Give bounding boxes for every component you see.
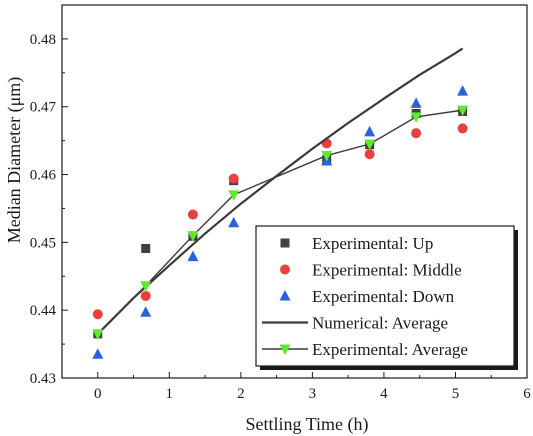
legend-item: Experimental: Average (262, 340, 468, 359)
y-axis: 0.43 0.44 0.45 0.46 0.47 0.48 (30, 32, 68, 387)
legend-item: Numerical: Average (262, 314, 448, 333)
legend-item: Experimental: Down (279, 287, 455, 306)
x-tick-label: 0 (94, 386, 102, 402)
legend-label: Experimental: Average (312, 340, 468, 359)
data-point (410, 97, 422, 108)
legend-marker (279, 290, 291, 301)
data-point (321, 151, 333, 162)
legend-box (255, 225, 515, 367)
plot-frame (61, 4, 528, 379)
x-tick-label: 2 (237, 386, 245, 402)
series-4 (92, 105, 469, 340)
x-tick-label: 5 (452, 386, 460, 402)
y-axis-label: Median Diameter (μm) (4, 77, 25, 244)
x-tick-label: 1 (166, 386, 174, 402)
data-point (364, 149, 375, 160)
x-axis: 0 1 2 3 4 5 6 (94, 372, 531, 402)
data-point (187, 250, 199, 262)
y-tick-label: 0.43 (30, 371, 56, 387)
legend-label: Experimental: Middle (312, 261, 462, 280)
legend-label: Numerical: Average (312, 314, 448, 333)
x-tick-label: 6 (523, 386, 531, 402)
y-tick-label: 0.46 (30, 168, 57, 184)
legend: Experimental: Up Experimental: Middle Expe… (255, 225, 518, 370)
legend-marker (279, 344, 291, 355)
data-point (457, 123, 468, 134)
y-tick-label: 0.47 (30, 100, 57, 116)
data-point (410, 112, 422, 123)
data-point (140, 281, 152, 292)
data-point (140, 290, 151, 301)
y-tick-label: 0.48 (30, 32, 56, 48)
plot-area (61, 4, 528, 379)
legend-marker (280, 238, 290, 248)
data-point (411, 128, 422, 139)
data-point (364, 125, 376, 137)
x-axis-label: Settling Time (h) (245, 414, 368, 435)
series-layer (92, 47, 469, 359)
data-point (187, 209, 198, 220)
series-3 (96, 47, 464, 335)
legend-label: Experimental: Up (312, 234, 433, 253)
y-tick-label: 0.44 (30, 303, 57, 319)
series-line (97, 109, 463, 335)
data-point (228, 216, 240, 228)
series-line (96, 47, 464, 335)
x-tick-label: 4 (380, 386, 388, 402)
x-tick-label: 3 (309, 386, 317, 402)
data-point (141, 243, 151, 253)
data-point (92, 329, 104, 340)
legend-marker (280, 264, 290, 275)
data-point (187, 231, 199, 242)
data-point (92, 309, 103, 320)
legend-label: Experimental: Down (312, 287, 455, 306)
legend-item: Experimental: Middle (280, 261, 462, 280)
data-point (228, 173, 239, 184)
data-point (92, 348, 104, 359)
data-point (228, 190, 240, 201)
data-point (457, 85, 469, 96)
legend-item: Experimental: Up (280, 234, 433, 253)
data-point (457, 105, 469, 117)
y-tick-label: 0.45 (30, 235, 56, 251)
data-point (364, 139, 376, 151)
data-point (140, 306, 152, 317)
